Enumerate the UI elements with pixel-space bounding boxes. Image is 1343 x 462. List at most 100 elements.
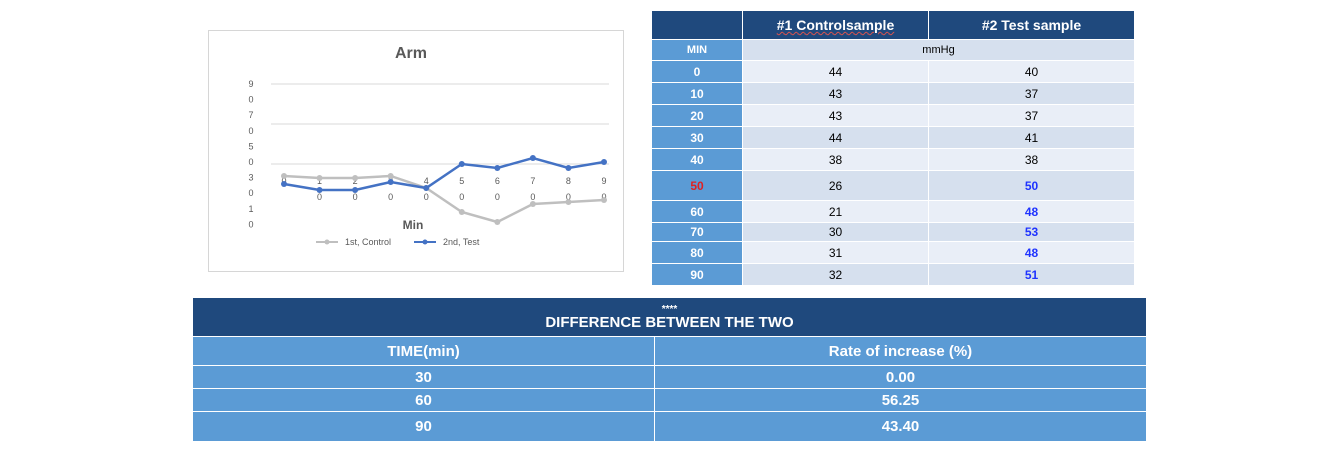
measure-row: 30 44 41 <box>651 126 1135 149</box>
measure-header-row: #1 Controlsample #2 Test sample <box>651 10 1135 40</box>
x-tick-label: 5 <box>459 176 464 186</box>
y-tick-label: 0 <box>248 157 253 167</box>
x-tick-label-second-line: 0 <box>424 192 429 202</box>
minute-cell: 30 <box>651 126 743 149</box>
x-tick-label-second-line: 0 <box>353 192 358 202</box>
x-tick-label: 6 <box>495 176 500 186</box>
measure-row: 70 30 53 <box>651 222 1135 242</box>
x-tick-label-second-line: 0 <box>495 192 500 202</box>
y-tick-label: 7 <box>248 110 253 120</box>
series-line <box>283 174 605 224</box>
x-tick-label-second-line: 0 <box>388 192 393 202</box>
legend-label: 2nd, Test <box>443 237 480 247</box>
min-label-cell: MIN <box>651 39 743 61</box>
difference-header-row: TIME(min) Rate of increase (%) <box>192 336 1147 366</box>
difference-time-cell: 30 <box>192 365 655 389</box>
y-tick-label: 0 <box>248 219 253 229</box>
measure-row: 50 26 50 <box>651 170 1135 201</box>
control-value-cell: 43 <box>742 82 929 105</box>
y-tick-label: 0 <box>248 126 253 136</box>
minute-cell: 0 <box>651 60 743 83</box>
test-value-cell: 38 <box>928 148 1135 171</box>
difference-row: 60 56.25 <box>192 388 1147 412</box>
difference-time-cell: 90 <box>192 411 655 442</box>
minute-cell: 20 <box>651 104 743 127</box>
measure-row: 40 38 38 <box>651 148 1135 171</box>
control-value-cell: 32 <box>742 263 929 286</box>
control-header-text: #1 Controlsample <box>776 17 895 33</box>
data-point <box>601 197 607 203</box>
legend-label: 1st, Control <box>345 237 391 247</box>
control-value-cell: 21 <box>742 200 929 223</box>
data-point <box>352 187 359 193</box>
y-tick-label: 1 <box>248 204 253 214</box>
data-point <box>316 187 323 193</box>
stars-mark: **** <box>661 304 678 315</box>
x-tick-label: 7 <box>530 176 535 186</box>
unit-row: MIN mmHg <box>651 39 1135 61</box>
y-tick-label: 9 <box>248 79 253 89</box>
x-tick-label-second-line: 0 <box>317 192 322 202</box>
minute-cell: 50 <box>651 170 743 201</box>
unit-label-cell: mmHg <box>742 39 1135 61</box>
minute-cell: 60 <box>651 200 743 223</box>
control-value-cell: 38 <box>742 148 929 171</box>
time-column-header: TIME(min) <box>192 336 655 366</box>
measure-row: 80 31 48 <box>651 241 1135 264</box>
x-tick-label-second-line: 0 <box>566 192 571 202</box>
data-point <box>601 159 607 165</box>
control-value-cell: 26 <box>742 170 929 201</box>
data-point <box>458 209 465 215</box>
data-point <box>281 181 287 187</box>
test-value-cell: 48 <box>928 241 1135 264</box>
test-value-cell: 51 <box>928 263 1135 286</box>
measure-row: 90 32 51 <box>651 263 1135 286</box>
test-column-header: #2 Test sample <box>928 10 1135 40</box>
difference-rate-cell: 43.40 <box>654 411 1147 442</box>
control-column-header: #1 Controlsample <box>742 10 929 40</box>
legend-marker <box>422 239 428 245</box>
data-point <box>387 173 394 179</box>
minute-cell: 90 <box>651 263 743 286</box>
header-corner-cell <box>651 10 743 40</box>
measure-row: 60 21 48 <box>651 200 1135 223</box>
measure-row: 0 44 40 <box>651 60 1135 83</box>
minute-cell: 80 <box>651 241 743 264</box>
difference-time-cell: 60 <box>192 388 655 412</box>
test-value-cell: 50 <box>928 170 1135 201</box>
series-line <box>283 156 605 192</box>
x-tick-label-second-line: 0 <box>530 192 535 202</box>
difference-title: DIFFERENCE BETWEEN THE TWO <box>545 314 794 331</box>
test-value-cell: 40 <box>928 60 1135 83</box>
data-point <box>494 219 501 225</box>
minute-cell: 10 <box>651 82 743 105</box>
x-tick-label: 1 <box>317 176 322 186</box>
y-tick-label: 3 <box>248 173 253 183</box>
x-tick-label: 9 <box>601 176 606 186</box>
rate-column-header: Rate of increase (%) <box>654 336 1147 366</box>
control-value-cell: 30 <box>742 222 929 242</box>
x-tick-label: 4 <box>424 176 429 186</box>
x-axis-label: Min <box>403 218 424 232</box>
y-tick-label: 0 <box>248 188 253 198</box>
measure-row: 10 43 37 <box>651 82 1135 105</box>
control-value-cell: 44 <box>742 126 929 149</box>
control-value-cell: 43 <box>742 104 929 127</box>
measure-row: 20 43 37 <box>651 104 1135 127</box>
data-point <box>281 173 287 179</box>
difference-rate-cell: 56.25 <box>654 388 1147 412</box>
test-value-cell: 37 <box>928 104 1135 127</box>
data-point <box>423 185 430 191</box>
data-point <box>387 179 394 185</box>
data-point <box>565 165 572 171</box>
data-point <box>352 175 359 181</box>
data-point <box>316 175 323 181</box>
difference-row: 30 0.00 <box>192 365 1147 389</box>
control-value-cell: 44 <box>742 60 929 83</box>
data-point <box>494 165 501 171</box>
x-tick-label: 8 <box>566 176 571 186</box>
minute-cell: 40 <box>651 148 743 171</box>
difference-title-row: **** DIFFERENCE BETWEEN THE TWO <box>192 297 1147 337</box>
data-point <box>529 155 536 161</box>
